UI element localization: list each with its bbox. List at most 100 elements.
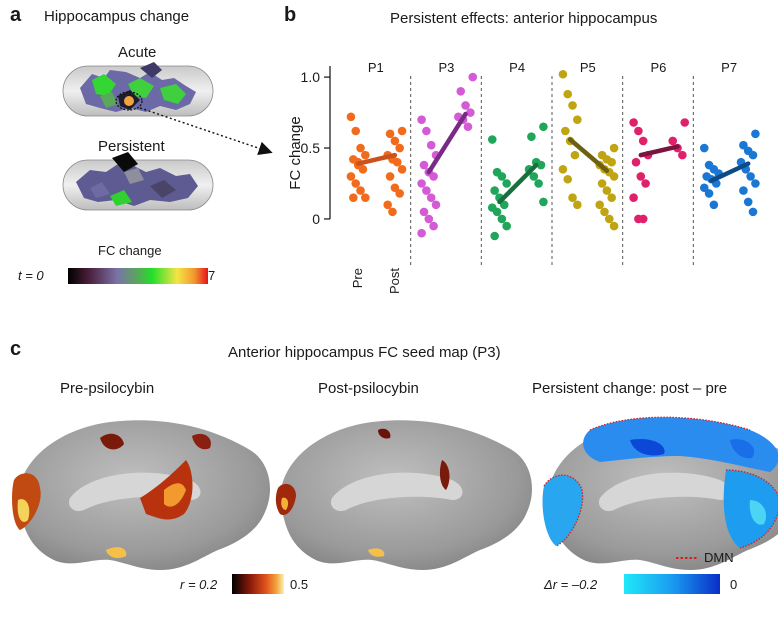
pre-point [636,172,646,181]
seed-arrow [139,107,273,156]
panel-c-letter: c [10,338,22,360]
pre-point [487,135,497,144]
pre-point [502,179,511,188]
persistent-label: Persistent [98,138,165,155]
post-point [739,186,748,195]
pre-point [699,143,709,153]
post-point [395,143,404,153]
pre-point [641,179,650,188]
participant-label: P7 [721,60,737,75]
dr-bar-max-label: 0 [730,577,738,592]
post-point [461,101,470,110]
y-tick-label: 0 [312,211,320,227]
pre-point [429,172,438,181]
pre-point [629,193,638,202]
pre-point [351,179,361,188]
post-point [607,157,616,167]
post-point [395,189,404,198]
post-point [385,129,395,139]
participant-label: P4 [509,60,525,75]
post-point [746,172,755,181]
post-point [609,221,619,231]
pre-point [424,214,434,224]
pre-point [568,101,577,110]
post-point [397,165,407,174]
post-point [466,108,475,117]
pre-point [499,200,509,210]
post-point [527,132,536,141]
pre-point [699,183,709,193]
pre-point [709,200,719,210]
brain-maps [12,416,778,594]
pre-point [346,172,356,181]
post-point [536,160,546,170]
r-bar-min-label: r = 0.2 [180,577,218,592]
dr-bar-min-label: Δr = –0.2 [544,577,598,592]
dmn-legend-label: DMN [704,550,734,565]
post-point [388,207,397,217]
pre-point [426,140,436,150]
pre-point [568,193,577,202]
mean-change-line [638,144,680,158]
pre-point [570,150,580,160]
delta-r-colorbar [624,574,720,594]
post-point [607,193,616,202]
pre-point [638,214,648,224]
pre-point [634,126,643,136]
post-point [534,179,543,188]
pre-point [351,126,361,136]
pre-point [631,157,641,167]
mean-change-line [709,161,751,183]
post-point [529,172,539,181]
post-point [539,197,548,207]
r-bar-max-label: 0.5 [290,577,309,592]
participant-label: P3 [439,60,455,75]
y-axis-label: FC change [287,116,304,189]
mean-change-line [426,111,468,175]
pre-point [558,165,568,174]
post-point [609,172,619,181]
r-colorbar [232,574,284,594]
post-point [595,200,604,210]
post-point [539,122,548,132]
post-point [751,179,760,188]
pre-psilocybin-brain [12,420,270,570]
post-point [397,126,407,136]
participant-label: P1 [368,60,384,75]
post-point [383,200,392,210]
pre-point [356,186,365,195]
acute-label: Acute [118,44,157,61]
post-axis-label: Post [387,268,402,294]
pre-point [704,189,714,198]
post-point [743,197,753,207]
fc-change-chart: 0 0.5 1.0 FC change P1 P3 P4 P5 P6 P7 Pre Post [287,60,760,294]
post-point [678,150,687,160]
pre-point [558,69,568,79]
post-point [748,207,758,217]
pre-point [502,221,511,231]
panel-a-letter: a [10,4,22,26]
post-point [609,143,619,153]
persistent-change-brain [542,416,778,570]
pre-point [417,179,426,188]
post-point [597,179,607,188]
pre-point [419,207,429,217]
pre-point [346,112,356,122]
panel-b-title: Persistent effects: anterior hippocampus [390,10,658,27]
acute-hippocampus-map [62,62,214,117]
pre-point [349,193,358,202]
pre-point [490,231,499,241]
panel-b-letter: b [284,4,297,26]
post-point [604,214,614,224]
post-point [385,172,395,181]
persistent-hippocampus-map [62,152,214,211]
pre-point [361,150,370,160]
pre-axis-label: Pre [350,268,365,288]
post-psilocybin-brain [275,420,532,570]
pre-point [563,174,573,184]
post-point [680,118,690,127]
hippocampus-maps [62,62,214,284]
pre-point [561,126,570,136]
pre-point [490,186,499,195]
mean-change-line [497,162,539,205]
